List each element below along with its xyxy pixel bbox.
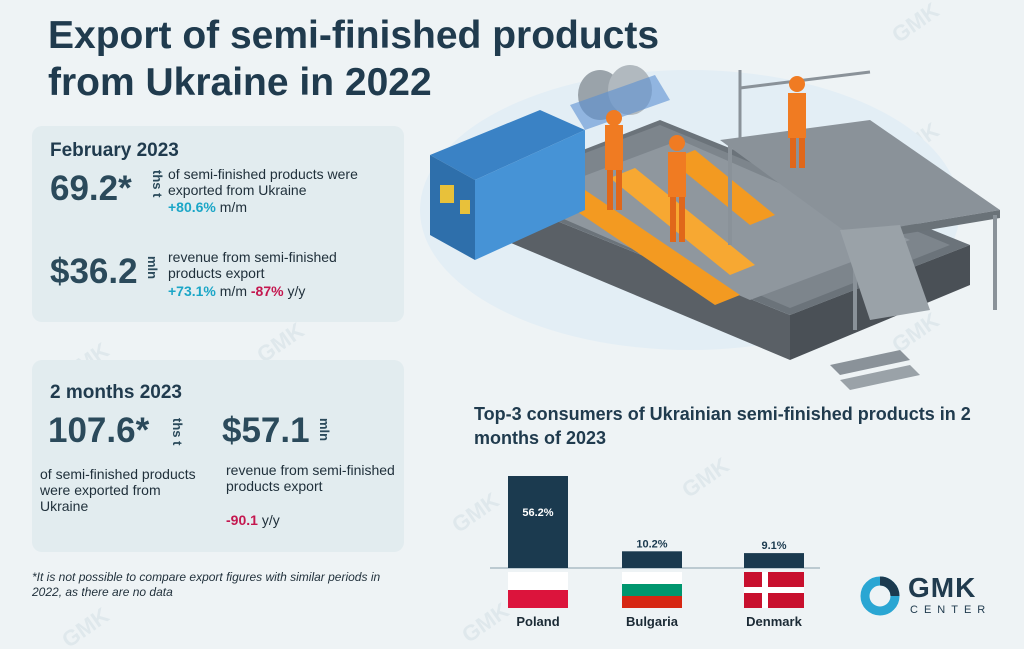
feb-volume-desc: of semi-finished products were exported …: [168, 166, 358, 198]
two-months-volume-value: 107.6*: [48, 411, 150, 450]
bulgaria-flag-green: [622, 584, 682, 596]
two-months-revenue-value: $57.1: [222, 411, 310, 450]
bar-value-label: 10.2%: [636, 538, 667, 550]
two-months-card: [32, 360, 404, 552]
category-label: Poland: [516, 614, 559, 629]
bulgaria-flag-red: [622, 596, 682, 608]
two-months-revenue-yy: -90.1: [226, 512, 258, 528]
footnote: *It is not possible to compare export fi…: [32, 570, 381, 599]
two-months-revenue-desc: revenue from semi-finished products expo…: [226, 462, 395, 494]
poland-flag-red: [508, 590, 568, 608]
factory-illustration: [420, 65, 1000, 390]
watermark: GMK: [887, 0, 944, 48]
gmk-logo: GMK CENTER: [858, 568, 1008, 624]
february-card: [32, 126, 404, 322]
feb-volume-value: 69.2*: [50, 169, 132, 208]
feb-revenue-yy: -87%: [250, 283, 284, 299]
gmk-logo-icon: [860, 576, 900, 616]
chart-title: Top-3 consumers of Ukrainian semi-finish…: [474, 404, 971, 448]
yy-label: y/y: [287, 283, 306, 299]
category-label: Denmark: [746, 614, 802, 629]
mm-label: m/m: [219, 199, 247, 215]
feb-volume-change: +80.6% m/m: [168, 199, 247, 215]
logo-name: GMK: [908, 572, 977, 603]
bar-chart: 56.2% Poland 10.2% Bulgaria 9.1% Denmark: [490, 476, 820, 629]
two-months-volume-desc: of semi-finished products were exported …: [40, 466, 196, 514]
feb-revenue-change: +73.1% m/m -87% y/y: [168, 283, 305, 299]
poland-flag: [508, 572, 568, 590]
feb-revenue-unit: mln: [145, 256, 160, 280]
bar-value-label: 9.1%: [761, 540, 786, 552]
watermark: GMK: [57, 602, 114, 649]
category-label: Bulgaria: [626, 614, 679, 629]
february-heading: February 2023: [50, 140, 179, 161]
mm-label: m/m: [219, 283, 247, 299]
bulgaria-flag: [622, 572, 682, 584]
yy-label: y/y: [261, 512, 280, 528]
feb-revenue-desc: revenue from semi-finished products expo…: [168, 249, 337, 281]
two-months-revenue-change: -90.1 y/y: [226, 512, 280, 528]
feb-revenue-value: $36.2: [50, 252, 138, 291]
bar-poland: [508, 476, 568, 568]
two-months-volume-unit: ths t: [170, 418, 185, 446]
feb-revenue-mm: +73.1%: [168, 283, 216, 299]
bar-value-label: 56.2%: [522, 507, 553, 519]
feb-volume-mm: +80.6%: [168, 199, 216, 215]
two-months-revenue-unit: mln: [317, 418, 332, 442]
bar-bulgaria: [622, 551, 682, 568]
two-months-heading: 2 months 2023: [50, 382, 182, 403]
denmark-flag-cross-h: [744, 587, 804, 593]
feb-volume-unit: ths t: [150, 170, 165, 198]
page-title: Export of semi-finished products from Uk…: [48, 14, 660, 104]
logo-sub: CENTER: [910, 604, 992, 616]
bar-denmark: [744, 553, 804, 568]
